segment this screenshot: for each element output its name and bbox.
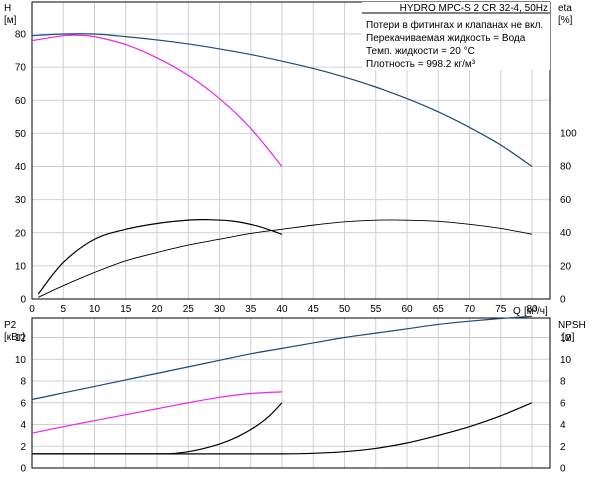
bottom-left-tick-label: 12 <box>15 333 27 344</box>
chart-title: HYDRO MPC-S 2 CR 32-4, 50Hz <box>400 3 548 14</box>
x-axis-label: Q <box>513 306 521 317</box>
top-left-tick-label: 80 <box>15 30 27 41</box>
bottom-right-axis-unit: [м] <box>562 332 575 343</box>
top-left-tick-label: 70 <box>15 63 27 74</box>
x-tick-label: 80 <box>526 304 538 315</box>
x-tick-label: 75 <box>495 304 507 315</box>
x-tick-label: 65 <box>433 304 445 315</box>
top-left-axis-label: H <box>4 3 11 14</box>
x-tick-label: 40 <box>276 304 288 315</box>
top-curve-2 <box>37 218 283 295</box>
bottom-curve-3 <box>31 402 533 455</box>
bottom-curve-1 <box>31 391 283 434</box>
bottom-left-axis-label: P2 <box>4 320 17 331</box>
x-tick-label: 30 <box>214 304 226 315</box>
x-tick-label: 60 <box>401 304 413 315</box>
x-axis-unit: [м³/ч] <box>524 306 548 317</box>
top-left-tick-label: 20 <box>15 228 27 239</box>
bottom-plot-frame <box>31 317 551 469</box>
x-tick-label: 15 <box>120 304 132 315</box>
x-tick-label: 45 <box>308 304 320 315</box>
top-curve-3 <box>38 219 533 298</box>
top-right-tick-label: 40 <box>560 228 572 239</box>
bottom-curve-0 <box>31 315 533 401</box>
bottom-right-axis-label: NPSH <box>558 320 586 331</box>
bottom-left-tick-label: 4 <box>20 420 26 431</box>
bottom-right-tick-label: 8 <box>560 377 566 388</box>
top-right-tick-label: 60 <box>560 195 572 206</box>
top-left-tick-label: 30 <box>15 195 27 206</box>
x-tick-label: 5 <box>60 304 66 315</box>
top-left-tick-label: 60 <box>15 96 27 107</box>
tick-labels: 0 5 10 15 20 25 30 35 40 45 50 55 60 65 70 75 8001020304… <box>15 30 577 475</box>
top-right-tick-label: 20 <box>560 261 572 272</box>
x-tick-label: 35 <box>245 304 257 315</box>
bottom-left-tick-label: 8 <box>20 377 26 388</box>
x-tick-label: 10 <box>89 304 101 315</box>
top-left-tick-label: 40 <box>15 162 27 173</box>
top-right-tick-label: 80 <box>560 162 572 173</box>
x-tick-label: 50 <box>339 304 351 315</box>
top-left-tick-label: 0 <box>20 295 26 306</box>
top-right-axis-unit: [%] <box>558 15 573 26</box>
top-right-tick-label: 0 <box>560 295 566 306</box>
bottom-right-tick-label: 2 <box>560 442 566 453</box>
bottom-right-tick-label: 12 <box>560 333 572 344</box>
info-note-4: Плотность = 998.2 кг/м³ <box>366 59 476 70</box>
bottom-left-tick-label: 6 <box>20 398 26 409</box>
bottom-left-axis-unit: [кВт] <box>4 332 25 343</box>
top-left-tick-label: 50 <box>15 129 27 140</box>
bottom-right-tick-label: 6 <box>560 398 566 409</box>
bottom-right-tick-label: 4 <box>560 420 566 431</box>
x-tick-label: 25 <box>183 304 195 315</box>
top-left-tick-label: 10 <box>15 261 27 272</box>
info-note-1: Потери в фитингах и клапанах не вкл. <box>366 19 543 31</box>
bottom-right-tick-label: 10 <box>560 355 572 366</box>
bottom-left-tick-label: 0 <box>20 464 26 475</box>
top-plot-frame <box>31 1 551 300</box>
x-tick-label: 55 <box>370 304 382 315</box>
bottom-grid <box>32 318 550 468</box>
curves <box>31 33 533 455</box>
info-note-3: Темп. жидкости = 20 °C <box>366 46 475 57</box>
top-right-axis-label: eta <box>558 3 572 14</box>
x-tick-label: 0 <box>29 304 35 315</box>
info-note-2: Перекачиваемая жидкость = Вода <box>366 33 526 44</box>
bottom-left-tick-label: 10 <box>15 355 27 366</box>
x-tick-label: 70 <box>464 304 476 315</box>
top-curve-0 <box>31 33 533 167</box>
x-tick-label: 20 <box>151 304 163 315</box>
top-curve-1 <box>31 34 283 167</box>
top-right-tick-label: 100 <box>560 129 577 140</box>
top-left-axis-unit: [м] <box>4 15 17 26</box>
bottom-left-tick-label: 2 <box>20 442 26 453</box>
bottom-right-tick-label: 0 <box>560 464 566 475</box>
